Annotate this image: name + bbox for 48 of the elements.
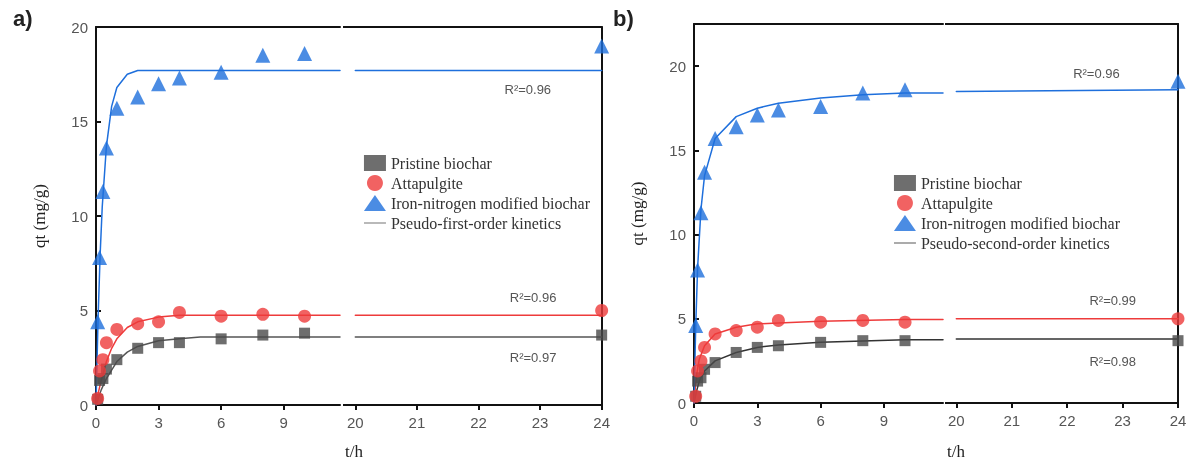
legend-label: Pristine biochar	[390, 154, 493, 172]
x-tick-label: 21	[1003, 412, 1021, 429]
legend-label: Iron-nitrogen modified biochar	[920, 214, 1121, 233]
x-tick-label: 3	[753, 412, 762, 429]
y-tick-label: 0	[79, 396, 88, 414]
chart-title: a)	[13, 5, 33, 31]
y-tick-label: 10	[71, 207, 88, 225]
x-tick-label: 24	[1169, 412, 1187, 429]
legend-label: Pseudo-first-order kinetics	[390, 214, 562, 232]
x-tick-label: 0	[689, 412, 699, 429]
x-tick-label: 6	[216, 414, 226, 431]
y-tick-label: 15	[71, 113, 88, 130]
annotation: R²=0.97	[509, 350, 557, 366]
y-tick-label: 15	[669, 141, 686, 159]
x-tick-label: 23	[1114, 412, 1131, 429]
y-tick-label: 0	[677, 394, 686, 412]
x-tick-label: 9	[879, 412, 889, 429]
x-tick-label: 20	[948, 412, 965, 429]
legend-label: Iron-nitrogen modified biochar	[390, 194, 591, 213]
annotation: R²=0.99	[1089, 293, 1137, 309]
annotation: R²=0.96	[504, 81, 552, 97]
y-axis-title: qt (mg/g)	[30, 184, 49, 248]
y-tick-label: 5	[79, 302, 88, 319]
annotation: R²=0.96	[1073, 65, 1120, 81]
legend-label: Pseudo-second-order kinetics	[920, 234, 1110, 252]
legend-label: Attapulgite	[390, 174, 463, 193]
annotation: R²=0.96	[509, 289, 557, 305]
y-tick-label: 10	[669, 226, 686, 244]
x-tick-label: 21	[408, 414, 426, 431]
y-tick-label: 5	[677, 310, 686, 328]
legend-label: Attapulgite	[920, 194, 993, 213]
x-axis-title: t/h	[345, 441, 364, 461]
annotation: R²=0.98	[1089, 353, 1137, 369]
x-tick-label: 22	[470, 414, 487, 431]
legend-label: Pristine biochar	[920, 174, 1023, 192]
x-tick-label: 24	[593, 414, 610, 431]
y-tick-label: 20	[669, 57, 686, 75]
x-tick-label: 9	[279, 414, 288, 431]
y-axis-title: qt (mg/g)	[628, 181, 647, 246]
chart-title: b)	[613, 5, 634, 31]
x-tick-label: 3	[154, 414, 163, 431]
x-axis-title: t/h	[947, 441, 966, 461]
x-tick-label: 0	[91, 414, 101, 431]
x-tick-label: 22	[1058, 412, 1076, 429]
x-tick-label: 20	[346, 414, 364, 431]
x-tick-label: 23	[531, 414, 549, 431]
y-tick-label: 20	[71, 18, 88, 36]
x-tick-label: 6	[816, 412, 825, 429]
